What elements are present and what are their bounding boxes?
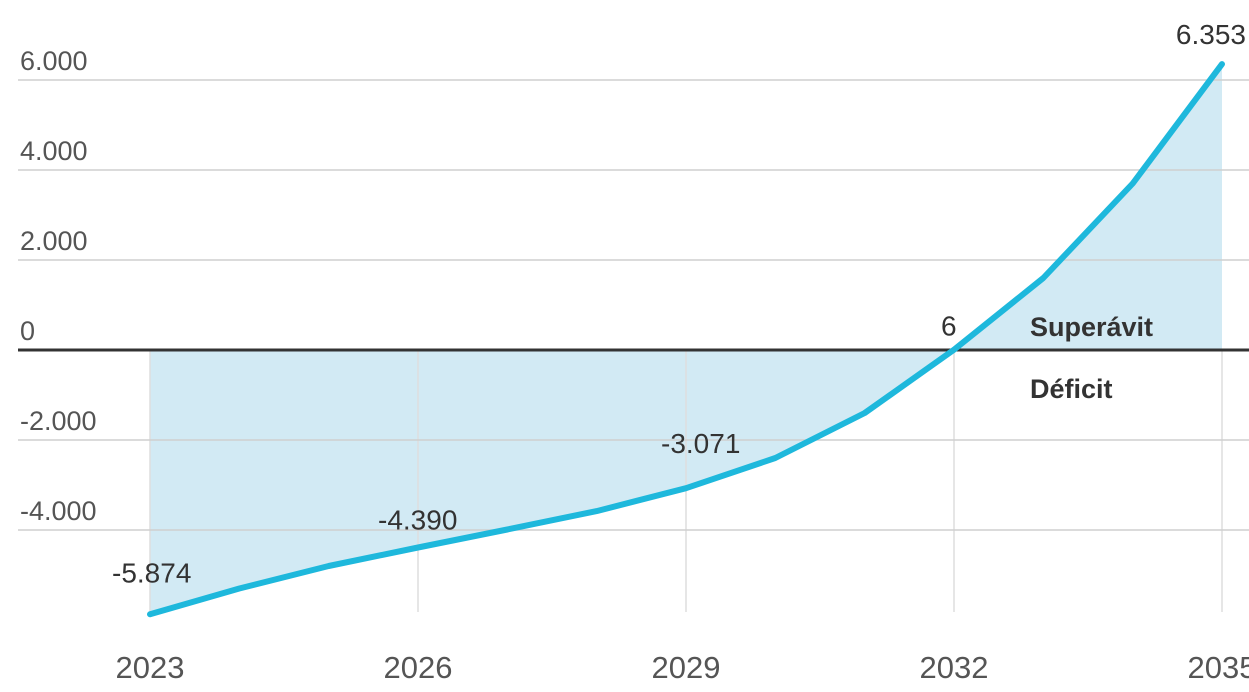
y-tick-label: -4.000: [20, 496, 97, 526]
y-tick-label: -2.000: [20, 406, 97, 436]
data-label: 6.353: [1176, 19, 1246, 50]
series-line: [147, 61, 1225, 618]
y-tick-label: 2.000: [20, 226, 88, 256]
x-tick-label: 2026: [384, 650, 453, 685]
y-tick-label: 6.000: [20, 46, 88, 76]
x-tick-label: 2032: [920, 650, 989, 685]
y-tick-label: 0: [20, 316, 35, 346]
region-label-deficit: Déficit: [1030, 374, 1113, 404]
region-label-superavit: Superávit: [1030, 312, 1153, 342]
data-label: -4.390: [378, 505, 457, 536]
x-tick-label: 2035: [1188, 650, 1249, 685]
x-tick-label: 2023: [116, 650, 185, 685]
data-label: 6: [941, 311, 957, 342]
x-tick-label: 2029: [652, 650, 721, 685]
y-tick-label: 4.000: [20, 136, 88, 166]
data-label: -5.874: [112, 557, 191, 588]
data-label: -3.071: [661, 428, 740, 459]
